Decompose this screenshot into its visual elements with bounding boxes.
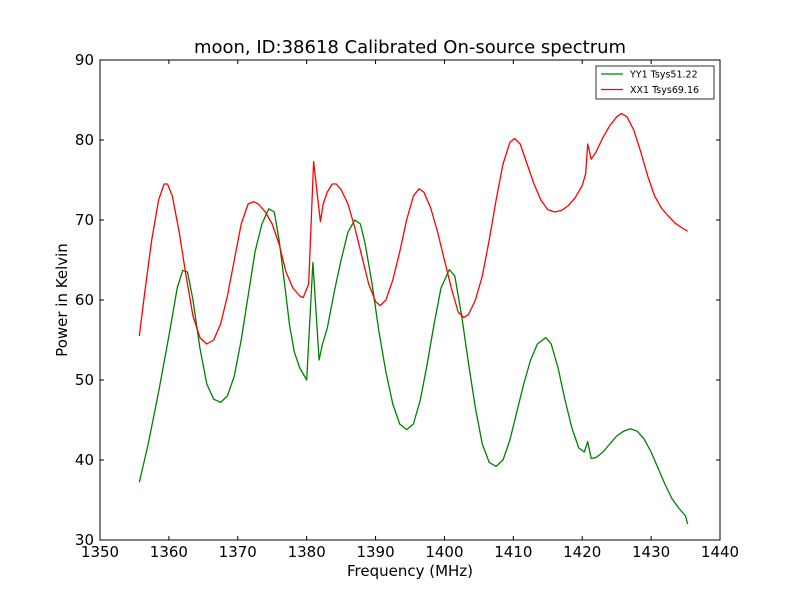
y-tick-label: 40: [75, 451, 94, 469]
x-tick-label: 1400: [425, 543, 463, 561]
axis-ticks: 1350 1360 1370 1380 1390 1400 1410 1420 1430 1440…: [75, 51, 739, 561]
y-tick-label: 50: [75, 371, 94, 389]
y-tick-label: 60: [75, 291, 94, 309]
y-tick-label: 70: [75, 211, 94, 229]
x-tick-label: 1440: [701, 543, 739, 561]
legend-label-xx1: XX1 Tsys69.16: [630, 85, 699, 96]
plot-area: [138, 112, 689, 525]
series-line-yy1: [138, 208, 689, 525]
y-tick-label: 80: [75, 131, 94, 149]
x-tick-label: 1430: [632, 543, 670, 561]
legend-box: [595, 65, 715, 100]
legend-label-yy1: YY1 Tsys51.22: [629, 70, 698, 81]
x-tick-label: 1380: [288, 543, 326, 561]
series-line-xx1: [138, 112, 688, 345]
x-tick-label: 1360: [150, 543, 188, 561]
y-tick-label: 90: [75, 51, 94, 69]
x-tick-label: 1420: [563, 543, 601, 561]
chart-title: moon, ID:38618 Calibrated On-source spec…: [194, 37, 626, 58]
y-axis-label: Power in Kelvin: [53, 243, 71, 357]
x-axis-label: Frequency (MHz): [347, 562, 473, 580]
y-tick-label: 30: [75, 531, 94, 549]
x-tick-label: 1350: [81, 543, 119, 561]
x-tick-label: 1370: [219, 543, 257, 561]
legend: YY1 Tsys51.22 XX1 Tsys69.16: [595, 65, 715, 100]
x-tick-label: 1390: [356, 543, 394, 561]
x-tick-label: 1410: [494, 543, 532, 561]
